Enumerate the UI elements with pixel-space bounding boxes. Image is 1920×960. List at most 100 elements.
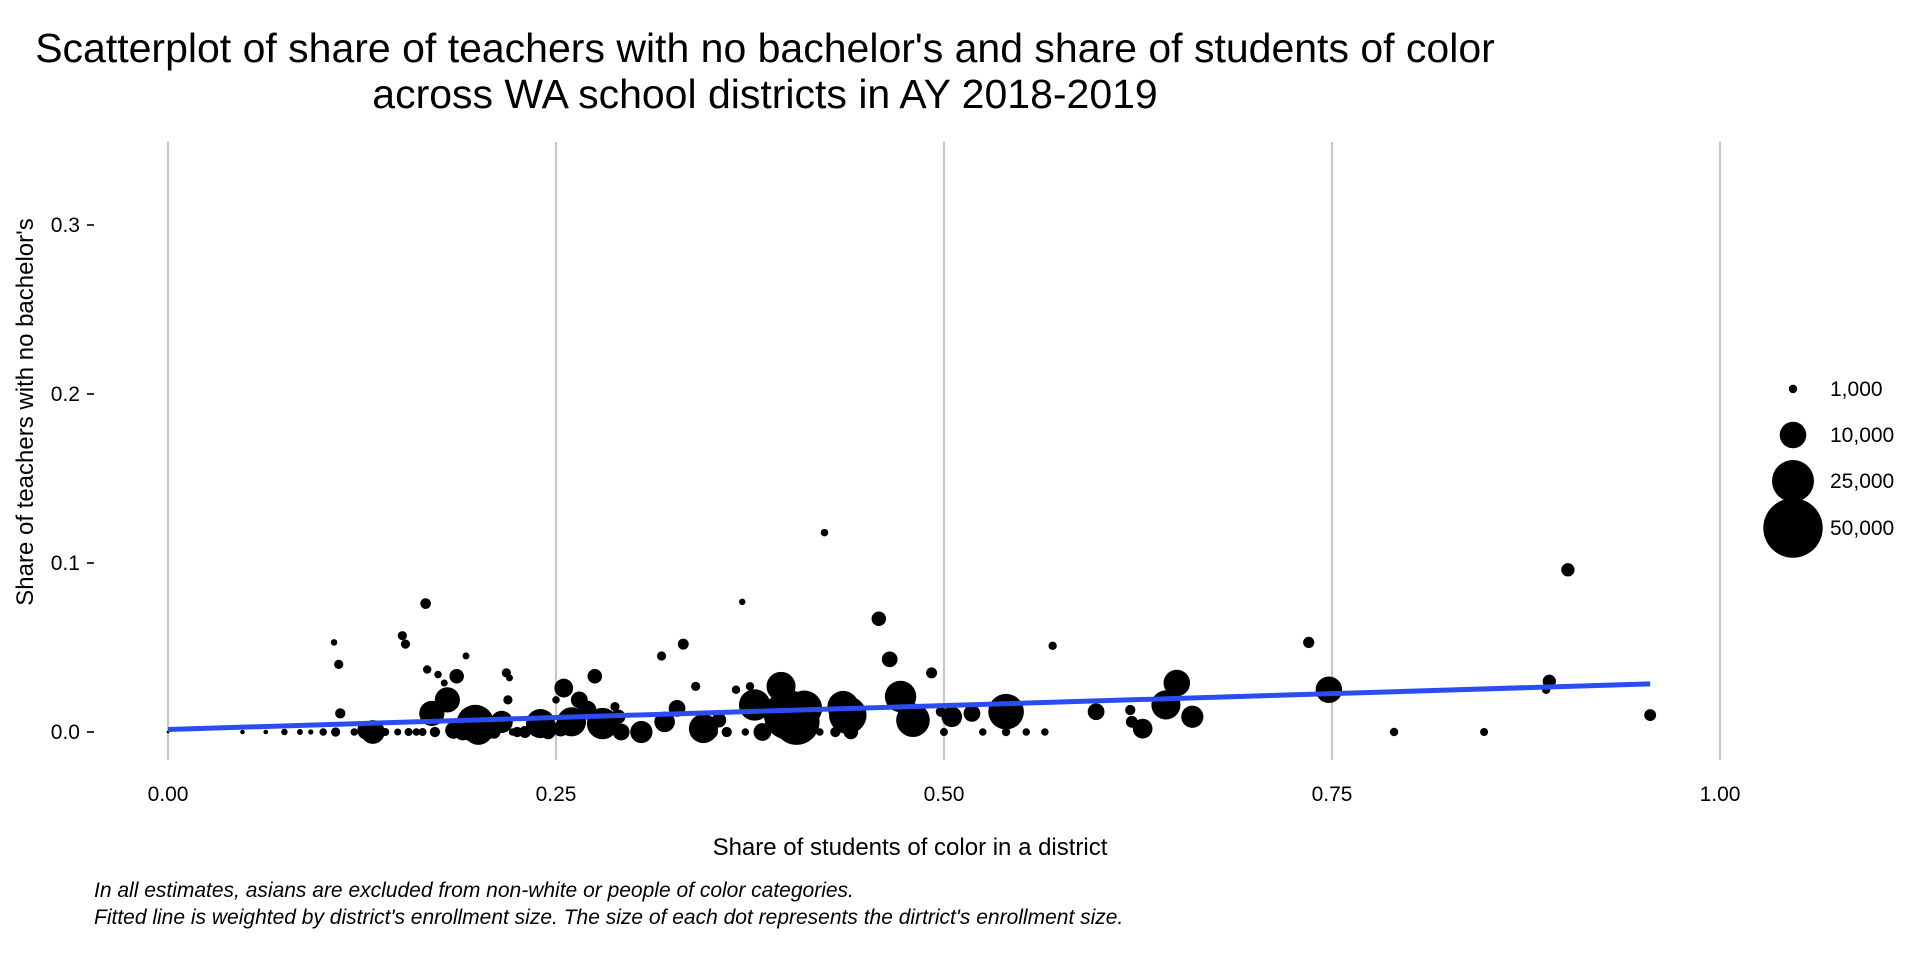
data-point [394, 728, 402, 736]
x-axis-title: Share of students of color in a district [713, 834, 1108, 861]
legend-label: 1,000 [1830, 378, 1883, 401]
data-point [400, 639, 411, 649]
data-point [1087, 703, 1105, 721]
data-point [745, 682, 755, 691]
legend-key-circle [1779, 421, 1807, 449]
data-point [1181, 705, 1204, 728]
caption-line-2: Fitted line is weighted by district's en… [94, 906, 1123, 929]
fit-line-layer [167, 681, 1651, 732]
data-point [263, 729, 269, 735]
data-point [753, 723, 772, 741]
data-point [941, 706, 963, 728]
data-point [738, 598, 746, 606]
data-point [1041, 728, 1049, 736]
grid-lines [166, 142, 1722, 760]
data-point [397, 631, 407, 641]
data-point [296, 729, 303, 735]
data-point [420, 598, 431, 609]
legend-label: 25,000 [1830, 470, 1894, 493]
data-point [940, 728, 948, 736]
axes: 0.00 0.25 0.50 0.75 1.00 0.0 0.1 0.2 0.3 [51, 214, 1741, 806]
data-point [691, 681, 701, 691]
y-axis-title: Share of teachers with no bachelor's [12, 218, 39, 605]
data-point [1561, 563, 1575, 577]
data-point [988, 693, 1024, 730]
data-point [412, 728, 421, 736]
size-legend: 1,000 10,000 25,000 50,000 [1763, 378, 1894, 558]
y-tick-label: 0.1 [51, 552, 80, 575]
data-point [1048, 641, 1057, 651]
data-point [503, 695, 513, 705]
data-point [711, 712, 727, 728]
data-point [630, 720, 653, 744]
data-point [871, 611, 887, 627]
legend-label: 10,000 [1830, 424, 1894, 447]
legend-key-circle [1772, 460, 1814, 502]
data-point [1389, 727, 1399, 737]
data-point [554, 678, 574, 698]
data-point [334, 659, 344, 670]
data-point [587, 668, 603, 684]
data-point [1022, 728, 1031, 736]
data-point [677, 638, 689, 650]
data-point [828, 696, 867, 734]
y-tick-label: 0.3 [51, 214, 80, 237]
data-point [422, 665, 432, 674]
data-point [1163, 669, 1191, 697]
data-point [612, 723, 630, 741]
data-point [449, 668, 464, 684]
chart-title-line-2: across WA school districts in AY 2018-20… [372, 71, 1157, 117]
data-point [552, 696, 560, 704]
data-point [731, 685, 741, 694]
fit-line [167, 681, 1651, 732]
data-point [308, 729, 314, 735]
data-point [429, 726, 441, 738]
data-point [704, 725, 718, 739]
data-point [330, 639, 338, 646]
data-point [462, 652, 470, 660]
data-point [926, 667, 938, 679]
y-tick-label: 0.2 [51, 383, 80, 406]
data-point [816, 728, 824, 736]
x-tick-label: 0.25 [536, 783, 577, 806]
data-point [281, 728, 288, 736]
data-point [1001, 727, 1011, 737]
x-tick-label: 0.00 [148, 783, 189, 806]
data-point [360, 720, 385, 744]
x-tick-label: 1.00 [1700, 783, 1741, 806]
data-point [335, 708, 346, 719]
data-point [1303, 636, 1315, 649]
x-tick-label: 0.75 [1312, 783, 1353, 806]
caption-line-1: In all estimates, asians are excluded fr… [94, 879, 854, 902]
data-point [656, 651, 667, 661]
data-point [741, 728, 750, 736]
x-tick-label: 0.50 [924, 783, 965, 806]
data-point [721, 726, 732, 738]
data-point [440, 679, 448, 687]
chart-title-line-1: Scatterplot of share of teachers with no… [35, 25, 1495, 71]
data-point [331, 727, 341, 737]
data-point [881, 651, 898, 668]
data-point [490, 710, 513, 733]
data-point [240, 729, 245, 735]
legend-label: 50,000 [1830, 517, 1894, 540]
data-point [1132, 718, 1153, 739]
data-point [963, 705, 981, 722]
data-point [404, 728, 413, 736]
data-point [381, 728, 390, 736]
data-points [166, 528, 1657, 745]
data-point [434, 687, 460, 713]
data-point [1125, 704, 1136, 716]
legend-key-circle [1788, 384, 1798, 394]
data-point [505, 674, 513, 682]
data-point [1315, 676, 1343, 704]
data-point [1644, 709, 1657, 722]
data-point [418, 728, 427, 736]
data-point [843, 724, 859, 740]
data-point [350, 728, 358, 736]
data-point [540, 724, 556, 740]
data-point [1480, 728, 1489, 736]
data-point [610, 702, 620, 712]
data-point [319, 728, 327, 736]
